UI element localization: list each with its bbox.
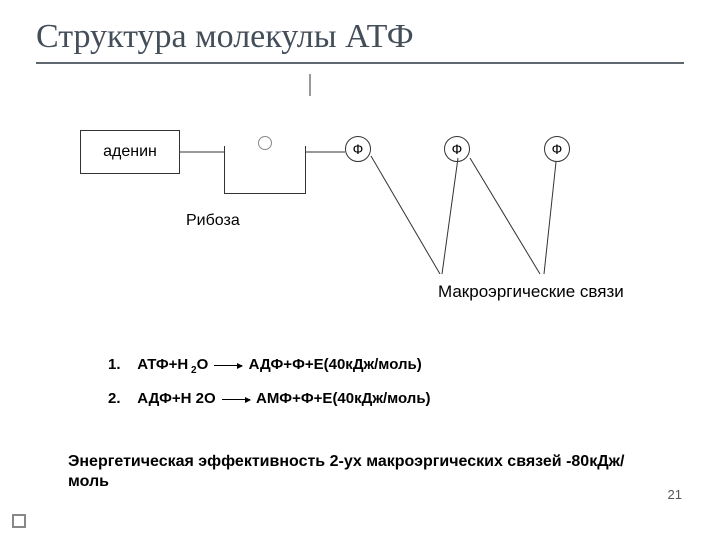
- macro-v1a: [371, 156, 440, 274]
- eq1-left-b: О: [197, 356, 209, 373]
- phosphate-2-label: Ф: [452, 141, 463, 157]
- phosphate-3-label: Ф: [552, 141, 563, 157]
- eq1-right: АДФ+Ф+Е(40кДж/моль): [249, 356, 422, 373]
- eq2-num: 2.: [108, 390, 121, 407]
- equation-2: 2. АДФ+Н 2О АМФ+Ф+Е(40кДж/моль): [108, 390, 431, 407]
- macro-v1b: [442, 158, 458, 274]
- arrow-icon: [222, 399, 250, 400]
- arrow-icon: [214, 365, 242, 366]
- macro-v2a: [470, 158, 540, 274]
- macro-v2b: [544, 162, 556, 274]
- eq2-left: АДФ+Н 2О: [137, 390, 215, 407]
- phosphate-1: Ф: [345, 136, 371, 162]
- equation-1: 1. АТФ+Н 2О АДФ+Ф+Е(40кДж/моль): [108, 356, 422, 376]
- phosphate-1-label: Ф: [353, 141, 364, 157]
- eq1-left-a: АТФ+Н: [137, 356, 188, 373]
- footer-marker-icon: [12, 514, 26, 528]
- macro-links-label: Макроэргические связи: [438, 282, 624, 302]
- eq2-right: АМФ+Ф+Е(40кДж/моль): [256, 390, 431, 407]
- eq1-num: 1.: [108, 356, 121, 373]
- eq1-sub: 2: [188, 365, 196, 376]
- phosphate-2: Ф: [444, 136, 470, 162]
- riboza-label: Рибоза: [186, 212, 240, 230]
- page-number: 21: [668, 487, 682, 502]
- conclusion-text: Энергетическая эффективность 2-ух макроэ…: [68, 452, 628, 492]
- riboza-box: [224, 146, 306, 194]
- adenin-label: аденин: [103, 143, 157, 161]
- riboza-circle-icon: [258, 136, 272, 150]
- phosphate-3: Ф: [544, 136, 570, 162]
- adenin-box: аденин: [80, 130, 180, 174]
